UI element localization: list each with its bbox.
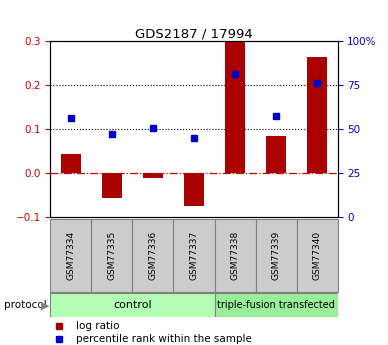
Text: protocol: protocol: [4, 300, 47, 310]
Text: log ratio: log ratio: [76, 322, 120, 331]
Bar: [307, 57, 327, 173]
Bar: [61, 154, 81, 173]
Text: ▶: ▶: [41, 300, 49, 310]
Bar: [215, 219, 256, 292]
Bar: [215, 293, 338, 317]
Title: GDS2187 / 17994: GDS2187 / 17994: [135, 27, 253, 40]
Bar: [132, 219, 173, 292]
Text: percentile rank within the sample: percentile rank within the sample: [76, 334, 252, 344]
Text: GSM77337: GSM77337: [189, 231, 199, 280]
Bar: [256, 219, 296, 292]
Bar: [143, 173, 163, 178]
Text: GSM77339: GSM77339: [272, 231, 281, 280]
Bar: [50, 219, 92, 292]
Text: GSM77335: GSM77335: [107, 231, 116, 280]
Bar: [102, 173, 122, 198]
Text: GSM77340: GSM77340: [313, 231, 322, 280]
Text: GSM77338: GSM77338: [230, 231, 239, 280]
Bar: [92, 219, 132, 292]
Bar: [266, 136, 286, 173]
Text: GSM77336: GSM77336: [149, 231, 158, 280]
Text: GSM77334: GSM77334: [66, 231, 75, 280]
Bar: [225, 39, 245, 173]
Bar: [173, 219, 215, 292]
Text: control: control: [113, 300, 152, 310]
Bar: [50, 293, 215, 317]
Bar: [296, 219, 338, 292]
Text: triple-fusion transfected: triple-fusion transfected: [217, 300, 335, 310]
Bar: [184, 173, 204, 206]
